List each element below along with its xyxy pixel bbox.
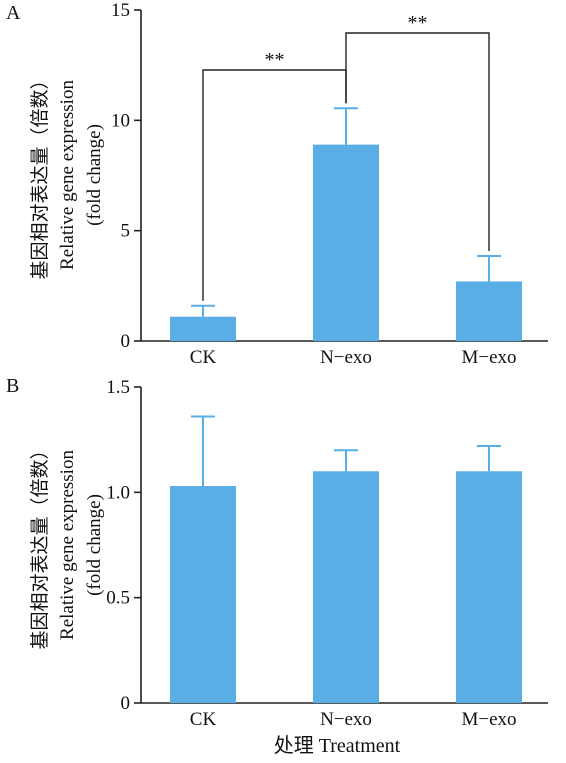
panel-b-y-tick-label: 0.5: [106, 588, 130, 609]
panel-b-bar-2: [456, 471, 522, 703]
panel-b-bar-1: [313, 471, 379, 703]
panel-a-ylabel-line-3: (fold change): [84, 124, 105, 226]
panel-b-category-label-0: CK: [190, 709, 217, 730]
panel-b-bar-0: [170, 486, 236, 703]
panel-a-y-axis-label: 基因相对表达量（倍数） Relative gene expression (fo…: [29, 70, 105, 279]
panel-b-category-label-2: M−exo: [461, 709, 516, 730]
panel-a-category-label-1: N−exo: [320, 347, 372, 368]
panel-b-category-label-1: N−exo: [320, 709, 372, 730]
panel-b-ylabel-line-2: Relative gene expression: [57, 450, 78, 640]
panel-b-y-tick-label: 1.0: [106, 482, 130, 503]
panel-b-y-tick-label: 1.5: [106, 377, 130, 398]
panel-a-bar-2: [456, 281, 522, 341]
panel-a-significance-label-1: **: [408, 12, 428, 34]
panel-a-y-tick-label: 15: [111, 0, 130, 21]
panel-a-plot: 0 5 10 15 CK N−exo M−exo ** **: [111, 0, 548, 368]
panel-b-plot: 0 0.5 1.0 1.5 CK N−exo M−exo: [106, 377, 548, 730]
panel-a-bar-0: [170, 316, 236, 341]
x-axis-title: 处理 Treatment: [274, 734, 401, 757]
panel-a-y-tick-label: 5: [121, 221, 131, 242]
panel-a-significance-label-0: **: [265, 49, 285, 71]
panel-a: A 基因相对表达量（倍数） Relative gene expression (…: [6, 0, 548, 368]
panel-a-category-label-2: M−exo: [461, 347, 516, 368]
panel-a-y-tick-label: 10: [111, 110, 130, 131]
panel-a-category-label-0: CK: [190, 347, 217, 368]
panel-a-significance-bracket-1: [345, 32, 490, 252]
panel-a-bar-1: [313, 144, 379, 341]
panel-a-ylabel-line-1: 基因相对表达量（倍数）: [29, 70, 51, 279]
panel-a-ylabel-line-2: Relative gene expression: [57, 80, 78, 270]
panel-b: B 基因相对表达量（倍数） Relative gene expression (…: [6, 375, 548, 730]
panel-a-letter: A: [6, 2, 21, 24]
panel-b-letter: B: [6, 375, 19, 397]
panel-b-y-tick-label: 0: [121, 693, 131, 714]
panel-b-ylabel-line-3: (fold change): [84, 494, 105, 596]
panel-a-y-tick-label: 0: [121, 331, 131, 352]
panel-b-ylabel-line-1: 基因相对表达量（倍数）: [29, 440, 51, 649]
panel-b-y-axis-label: 基因相对表达量（倍数） Relative gene expression (fo…: [29, 440, 105, 649]
